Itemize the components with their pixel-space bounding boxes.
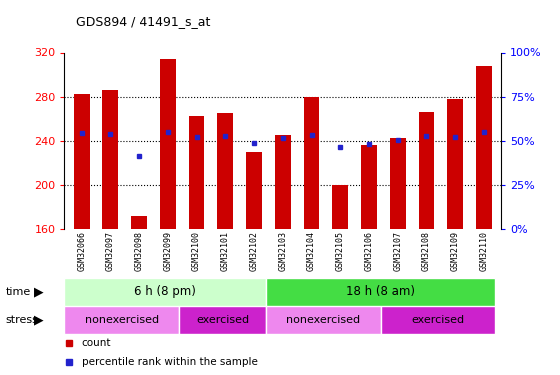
Text: ▶: ▶ — [34, 313, 44, 326]
Text: GSM32102: GSM32102 — [250, 231, 259, 271]
Text: time: time — [6, 286, 31, 297]
Bar — [217, 113, 233, 229]
Bar — [189, 116, 204, 229]
Text: GSM32100: GSM32100 — [192, 231, 201, 271]
Text: exercised: exercised — [412, 315, 465, 325]
Bar — [64, 306, 179, 334]
Bar — [96, 229, 125, 278]
Bar — [470, 229, 498, 278]
Bar — [390, 138, 405, 229]
Bar — [304, 97, 319, 229]
Bar — [67, 229, 96, 278]
Text: GSM32066: GSM32066 — [77, 231, 86, 271]
Text: GSM32108: GSM32108 — [422, 231, 431, 271]
Bar — [326, 229, 354, 278]
Text: nonexercised: nonexercised — [85, 315, 159, 325]
Bar — [240, 229, 268, 278]
Bar — [182, 229, 211, 278]
Bar — [418, 112, 435, 229]
Bar — [275, 135, 291, 229]
Text: GSM32097: GSM32097 — [106, 231, 115, 271]
Bar — [74, 94, 90, 229]
Bar — [64, 278, 265, 306]
Text: stress: stress — [6, 315, 39, 325]
Bar — [265, 306, 380, 334]
Text: GSM32099: GSM32099 — [164, 231, 172, 271]
Bar — [361, 145, 377, 229]
Bar — [447, 99, 463, 229]
Bar — [211, 229, 240, 278]
Bar — [131, 216, 147, 229]
Bar — [354, 229, 384, 278]
Bar — [297, 229, 326, 278]
Bar — [384, 229, 412, 278]
Bar — [125, 229, 153, 278]
Text: count: count — [82, 338, 111, 348]
Text: GSM32103: GSM32103 — [278, 231, 287, 271]
Text: GSM32110: GSM32110 — [479, 231, 488, 271]
Bar — [160, 59, 176, 229]
Text: nonexercised: nonexercised — [286, 315, 360, 325]
Bar — [179, 306, 265, 334]
Bar — [476, 66, 492, 229]
Bar — [333, 185, 348, 229]
Text: GSM32107: GSM32107 — [393, 231, 402, 271]
Text: GSM32105: GSM32105 — [336, 231, 345, 271]
Bar — [102, 90, 118, 229]
Bar — [380, 306, 496, 334]
Text: ▶: ▶ — [34, 285, 44, 298]
Text: GSM32104: GSM32104 — [307, 231, 316, 271]
Text: GSM32098: GSM32098 — [134, 231, 143, 271]
Text: exercised: exercised — [196, 315, 249, 325]
Bar — [412, 229, 441, 278]
Text: GSM32106: GSM32106 — [365, 231, 374, 271]
Bar — [246, 152, 262, 229]
Text: GSM32101: GSM32101 — [221, 231, 230, 271]
Text: 6 h (8 pm): 6 h (8 pm) — [134, 285, 196, 298]
Text: percentile rank within the sample: percentile rank within the sample — [82, 357, 258, 367]
Bar — [153, 229, 182, 278]
Text: GDS894 / 41491_s_at: GDS894 / 41491_s_at — [76, 15, 210, 28]
Text: GSM32109: GSM32109 — [451, 231, 460, 271]
Text: 18 h (8 am): 18 h (8 am) — [346, 285, 415, 298]
Bar — [441, 229, 470, 278]
Bar — [265, 278, 496, 306]
Bar — [268, 229, 297, 278]
